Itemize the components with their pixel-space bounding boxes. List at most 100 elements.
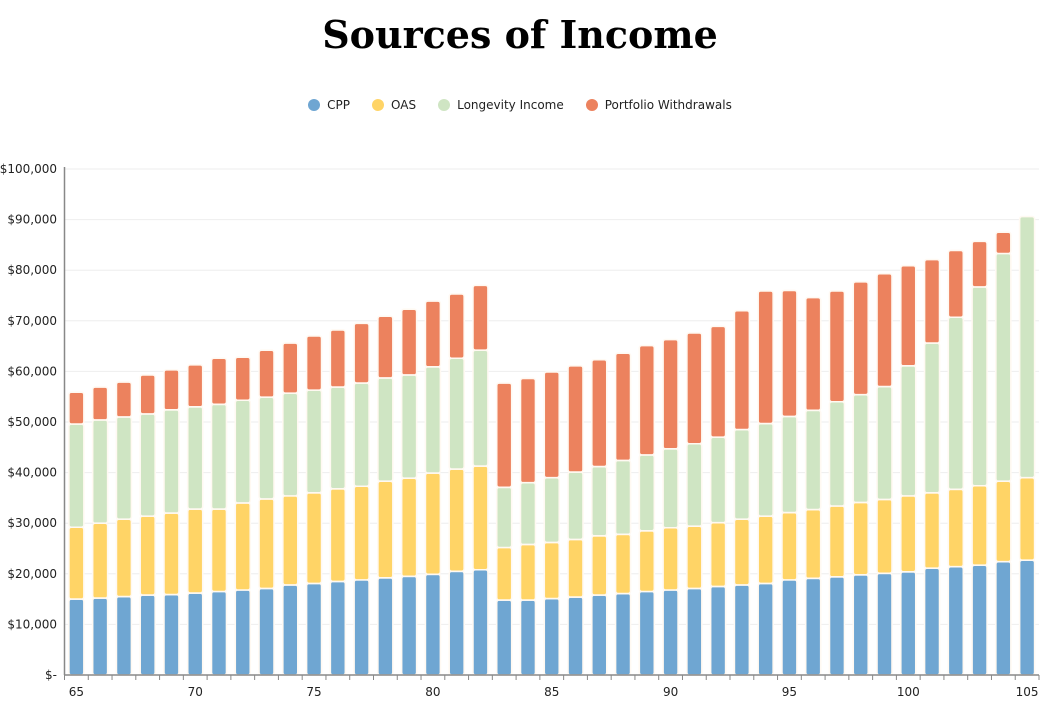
y-tick-label: $60,000: [7, 364, 57, 378]
bar-segment-longevity-income: [495, 486, 513, 549]
bar-segment-oas: [947, 488, 965, 568]
bar-segment-longevity-income: [1018, 215, 1036, 479]
bar-segment-portfolio-withdrawals: [686, 332, 703, 445]
legend-item-cpp[interactable]: CPP: [308, 98, 350, 112]
bar-segment-cpp: [329, 580, 347, 676]
bar-segment-cpp: [947, 565, 965, 676]
bar-segment-cpp: [971, 564, 988, 676]
bar-segment-longevity-income: [757, 422, 774, 517]
bar-segment-portfolio-withdrawals: [638, 344, 656, 456]
bar-segment-portfolio-withdrawals: [186, 364, 204, 408]
legend-swatch-portfolio: [585, 99, 598, 111]
bar-segment-longevity-income: [614, 459, 632, 536]
bar-segment-oas: [163, 512, 180, 596]
bar-segment-longevity-income: [210, 403, 228, 510]
bar-segment-longevity-income: [353, 382, 370, 488]
bar-segment-cpp: [472, 568, 489, 676]
bar-segment-portfolio-withdrawals: [91, 386, 109, 421]
bar-segment-cpp: [757, 582, 774, 676]
bar-segment-cpp: [781, 579, 798, 676]
bar-segment-portfolio-withdrawals: [923, 258, 941, 344]
bar-segment-longevity-income: [567, 471, 584, 541]
legend-item-longevity[interactable]: Longevity Income: [438, 98, 564, 112]
bar-segment-cpp: [709, 585, 727, 676]
bar-segment-cpp: [899, 570, 917, 676]
bar-segment-longevity-income: [186, 406, 204, 510]
bar-segment-portfolio-withdrawals: [733, 309, 751, 431]
bar-segment-longevity-income: [472, 349, 489, 467]
x-tick-label: 105: [1016, 685, 1039, 699]
legend-item-oas[interactable]: OAS: [372, 98, 416, 112]
bar-segment-cpp: [876, 572, 893, 676]
bar-segment-portfolio-withdrawals: [590, 358, 608, 468]
bar-segment-longevity-income: [709, 436, 727, 524]
bar-segment-cpp: [210, 590, 228, 676]
bar-segment-oas: [923, 492, 941, 570]
bar-segment-portfolio-withdrawals: [804, 296, 822, 412]
bar-segment-oas: [448, 468, 465, 573]
legend: CPP OAS Longevity Income Portfolio Withd…: [0, 98, 1040, 112]
bar-segment-oas: [804, 508, 822, 580]
y-tick-label: $30,000: [7, 516, 57, 530]
bar-segment-portfolio-withdrawals: [828, 290, 846, 403]
bar-segment-cpp: [828, 576, 846, 676]
bar-segment-portfolio-withdrawals: [472, 284, 489, 351]
bar-segment-longevity-income: [281, 392, 299, 497]
bar-segment-cpp: [115, 595, 133, 676]
x-tick-label: 75: [306, 685, 321, 699]
bar-segment-portfolio-withdrawals: [709, 325, 727, 438]
bar-segment-longevity-income: [424, 366, 442, 474]
bar-segment-longevity-income: [733, 428, 751, 520]
bar-segment-oas: [472, 465, 489, 571]
bar-segment-longevity-income: [686, 442, 703, 528]
bar-segment-portfolio-withdrawals: [68, 391, 85, 425]
legend-label-oas: OAS: [391, 98, 417, 112]
bar-segment-longevity-income: [923, 342, 941, 494]
bar-segment-cpp: [662, 589, 679, 676]
bar-segment-oas: [1018, 476, 1036, 561]
legend-label-longevity: Longevity Income: [457, 98, 564, 112]
bar-segment-oas: [662, 526, 679, 591]
bar-segment-cpp: [305, 582, 323, 676]
bar-segment-portfolio-withdrawals: [305, 335, 323, 391]
legend-item-portfolio[interactable]: Portfolio Withdrawals: [585, 98, 732, 112]
bar-segment-oas: [686, 525, 703, 590]
bar-segment-portfolio-withdrawals: [163, 369, 180, 411]
bar-segment-longevity-income: [971, 286, 988, 487]
bar-segment-cpp: [424, 573, 442, 676]
y-tick-label: $40,000: [7, 466, 57, 480]
bar-segment-longevity-income: [68, 423, 85, 529]
bar-segment-cpp: [353, 579, 370, 676]
bar-segment-longevity-income: [828, 400, 846, 507]
bar-segment-cpp: [590, 594, 608, 676]
bar-segment-cpp: [91, 597, 109, 676]
bar-segment-cpp: [163, 593, 180, 676]
legend-swatch-cpp: [308, 99, 321, 111]
bar-segment-longevity-income: [804, 409, 822, 511]
bar-segment-oas: [68, 526, 85, 600]
bar-segment-longevity-income: [329, 386, 347, 490]
bar-segment-oas: [971, 484, 988, 566]
bar-segment-longevity-income: [638, 454, 656, 532]
bar-segment-oas: [876, 498, 893, 575]
bar-segment-oas: [519, 543, 537, 601]
bar-segment-portfolio-withdrawals: [377, 315, 394, 379]
bar-segment-cpp: [995, 560, 1012, 676]
bar-segment-oas: [258, 498, 275, 590]
bar-segment-oas: [91, 522, 109, 599]
bar-segment-longevity-income: [448, 357, 465, 470]
bar-segment-oas: [210, 508, 228, 593]
bar-segment-portfolio-withdrawals: [519, 377, 537, 484]
bar-segment-portfolio-withdrawals: [947, 249, 965, 319]
bar-segment-cpp: [377, 577, 394, 676]
bar-segment-cpp: [567, 596, 584, 676]
bar-segment-portfolio-withdrawals: [614, 352, 632, 462]
bar-segment-portfolio-withdrawals: [234, 356, 252, 402]
bar-segment-cpp: [400, 575, 418, 676]
bar-segment-cpp: [614, 592, 632, 676]
bar-segment-cpp: [1018, 559, 1036, 676]
bar-segment-cpp: [139, 594, 156, 676]
bar-segment-oas: [353, 485, 370, 581]
bar-segment-cpp: [519, 599, 537, 676]
